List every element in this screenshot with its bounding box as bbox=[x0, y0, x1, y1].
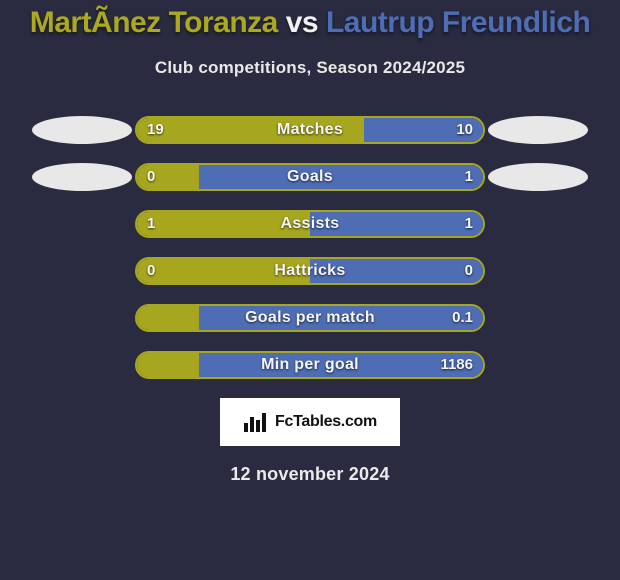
fctables-badge: FcTables.com bbox=[220, 398, 400, 446]
stat-label: Goals per match bbox=[135, 304, 485, 332]
stat-row: 00Hattricks bbox=[70, 257, 550, 285]
player1-token bbox=[32, 163, 132, 191]
bars-icon bbox=[243, 411, 269, 433]
player2-token bbox=[488, 163, 588, 191]
stat-label: Goals bbox=[135, 163, 485, 191]
stat-bar: 00Hattricks bbox=[135, 257, 485, 285]
subtitle: Club competitions, Season 2024/2025 bbox=[0, 58, 620, 78]
player2-name: Lautrup Freundlich bbox=[326, 6, 590, 39]
stat-row: 0.1Goals per match bbox=[70, 304, 550, 332]
stat-label: Min per goal bbox=[135, 351, 485, 379]
stat-row: 1186Min per goal bbox=[70, 351, 550, 379]
stat-bar: 01Goals bbox=[135, 163, 485, 191]
stat-label: Hattricks bbox=[135, 257, 485, 285]
stat-row: 11Assists bbox=[70, 210, 550, 238]
badge-text: FcTables.com bbox=[275, 413, 377, 431]
stat-bar: 0.1Goals per match bbox=[135, 304, 485, 332]
player1-token bbox=[32, 116, 132, 144]
stat-bar: 11Assists bbox=[135, 210, 485, 238]
stat-bar: 1186Min per goal bbox=[135, 351, 485, 379]
vs-text: vs bbox=[286, 6, 318, 39]
player1-name: MartÃnez Toranza bbox=[30, 6, 278, 39]
player2-token bbox=[488, 116, 588, 144]
stat-label: Assists bbox=[135, 210, 485, 238]
snapshot-date: 12 november 2024 bbox=[0, 464, 620, 485]
stat-bar: 1910Matches bbox=[135, 116, 485, 144]
stat-row: 01Goals bbox=[70, 163, 550, 191]
stat-row: 1910Matches bbox=[70, 116, 550, 144]
comparison-title: MartÃnez Toranza vs Lautrup Freundlich bbox=[0, 0, 620, 40]
comparison-chart: 1910Matches 01Goals 11Assists 00Hattricks 0.… bbox=[70, 116, 550, 379]
stat-label: Matches bbox=[135, 116, 485, 144]
